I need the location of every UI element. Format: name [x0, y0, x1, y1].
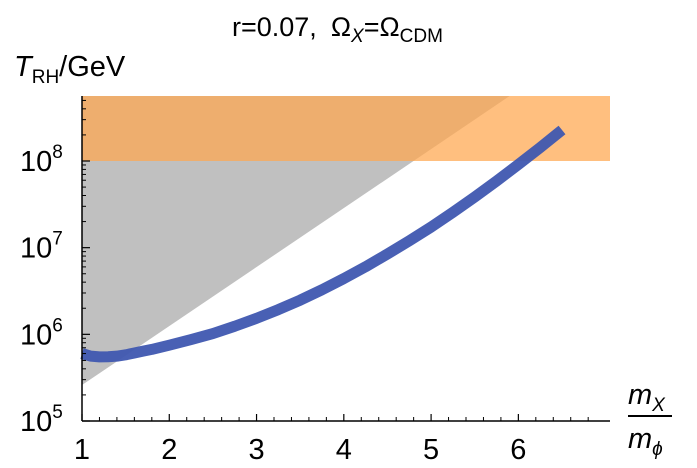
series-point-2: [99, 356, 100, 357]
series-point-24: [496, 181, 497, 182]
region-layer: [82, 96, 610, 386]
y-tick-exponent: 8: [52, 142, 63, 163]
y-tick-base: 10: [20, 406, 52, 438]
svg-text:mX: mX: [628, 379, 666, 416]
series-point-4: [116, 356, 117, 357]
title-omega-right-sub: CDM: [400, 26, 443, 47]
region-excluded-triangle: [82, 96, 510, 386]
x-label-numerator: m: [628, 379, 652, 411]
series-point-22: [452, 212, 453, 213]
series-point-1: [90, 356, 91, 357]
y-label-unit: /GeV: [59, 51, 126, 83]
y-axis-label: TRH/GeV: [14, 51, 126, 88]
series-layer: [80, 125, 566, 363]
y-tick-label-1e6: 106: [20, 315, 63, 351]
x-tick-label-2: 2: [161, 434, 177, 466]
x-axis-label: mX mϕ: [628, 379, 672, 460]
y-label-symbol: T: [14, 51, 34, 83]
title-omega-left: Ω: [331, 12, 351, 42]
series-point-13: [256, 318, 257, 319]
title-omega-left-sub: X: [350, 26, 365, 47]
series-point-5: [125, 354, 126, 355]
series-point-6: [134, 352, 135, 353]
series-point-8: [151, 349, 152, 350]
y-label-sub: RH: [32, 67, 59, 88]
series-line-curve: [80, 125, 566, 363]
series-point-11: [212, 333, 213, 334]
y-tick-base: 10: [20, 146, 52, 178]
series-point-17: [343, 278, 344, 279]
series-point-19: [387, 254, 388, 255]
series-point-12: [234, 326, 235, 327]
series-point-23: [474, 197, 475, 198]
region-upper-band: [82, 96, 610, 161]
series-point-15: [300, 300, 301, 301]
y-tick-label-1e5: 105: [20, 402, 63, 438]
series-point-10: [191, 339, 192, 340]
title-main: r=0.07,: [232, 12, 317, 42]
series-point-14: [278, 309, 279, 310]
series-point-9: [169, 345, 170, 346]
svg-text:r=0.07,ΩX=ΩCDM: r=0.07, ΩX=ΩCDM: [232, 12, 443, 47]
title-equals: =Ω: [364, 12, 400, 42]
series-point-26: [540, 147, 541, 148]
y-tick-exponent: 7: [52, 229, 63, 250]
x-label-numerator-sub: X: [651, 395, 666, 416]
x-tick-label-4: 4: [336, 434, 352, 466]
series-point-27: [562, 129, 563, 130]
x-label-denominator-sub: ϕ: [652, 439, 663, 460]
x-tick-label-3: 3: [248, 434, 264, 466]
y-tick-base: 10: [20, 319, 52, 351]
y-tick-label-1e7: 107: [20, 229, 63, 265]
series-point-16: [322, 289, 323, 290]
series-point-7: [143, 351, 144, 352]
series-point-20: [409, 240, 410, 241]
y-tick-label-1e8: 108: [20, 142, 63, 178]
series-point-18: [365, 266, 366, 267]
x-tick-label-5: 5: [423, 434, 439, 466]
series-point-21: [431, 227, 432, 228]
series-point-3: [108, 356, 109, 357]
y-tick-exponent: 6: [52, 315, 63, 336]
series-point-25: [518, 164, 519, 165]
chart-title: r=0.07, ΩX=ΩCDM: [232, 12, 443, 47]
y-tick-exponent: 5: [52, 402, 63, 423]
y-tick-base: 10: [20, 233, 52, 265]
x-tick-label-1: 1: [74, 434, 90, 466]
svg-text:mϕ: mϕ: [628, 423, 663, 460]
x-tick-label-6: 6: [510, 434, 526, 466]
x-label-denominator: m: [628, 423, 652, 455]
svg-text:TRH/GeV: TRH/GeV: [14, 51, 126, 88]
